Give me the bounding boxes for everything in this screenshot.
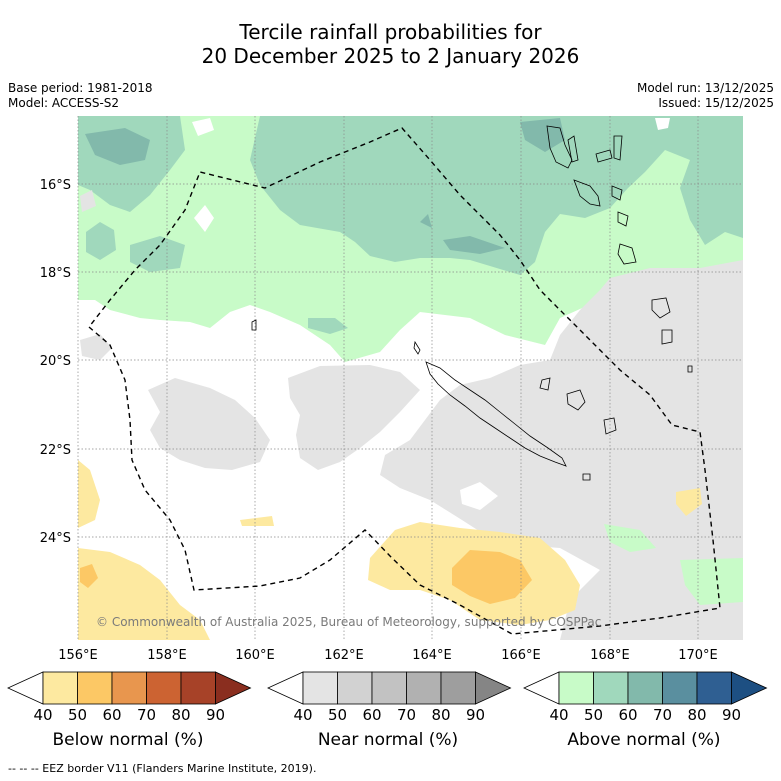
colorbar-swatch: [696, 671, 732, 705]
colorbar-tick-label: 60: [362, 706, 381, 724]
colorbar-label-near: Near normal (%): [317, 730, 459, 750]
colorbar-tick-label: 70: [653, 706, 672, 724]
colorbar-tick-label: 50: [584, 706, 603, 724]
graticule: [77, 116, 743, 640]
lon-label: 166°E: [501, 648, 541, 663]
coastlines: [251, 125, 693, 481]
loyalty-islands-coast: [566, 389, 586, 411]
colorbar-swatch: [77, 671, 113, 705]
lon-label: 162°E: [324, 648, 364, 663]
title-line-2: 20 December 2025 to 2 January 2026: [201, 44, 580, 68]
lon-label: 170°E: [678, 648, 718, 663]
lat-label: 20°S: [40, 354, 71, 369]
colorbar-swatch: [371, 671, 407, 705]
lat-label: 16°S: [40, 178, 71, 193]
colorbar-min-extend: [7, 671, 44, 705]
colorbar-near-normal: 40 50 60 70 80 90: [267, 671, 512, 724]
lon-label: 168°E: [590, 648, 630, 663]
colorbar-tick-label: 50: [328, 706, 347, 724]
eez-footer-note: -- -- -- EEZ border V11 (Flanders Marine…: [8, 762, 317, 775]
colorbar-tick-label: 80: [171, 706, 190, 724]
lat-label: 22°S: [40, 443, 71, 458]
lon-label: 160°E: [235, 648, 275, 663]
colorbar-swatch: [302, 671, 338, 705]
colorbar-tick-label: 70: [137, 706, 156, 724]
colorbar-swatch: [440, 671, 476, 705]
colorbar-label-below: Below normal (%): [52, 730, 204, 750]
colorbar-swatch: [593, 671, 629, 705]
colorbar-tick-label: 90: [722, 706, 741, 724]
colorbar-min-extend: [523, 671, 560, 705]
lon-label: 156°E: [58, 648, 98, 663]
colorbar-swatch: [406, 671, 442, 705]
colorbar-tick-label: 70: [397, 706, 416, 724]
copyright-notice: © Commonwealth of Australia 2025, Bureau…: [96, 615, 601, 629]
model-run: Model run: 13/12/2025: [636, 81, 774, 95]
colorbar-label-above: Above normal (%): [567, 730, 721, 750]
colorbar-swatch: [42, 671, 78, 705]
colorbar-tick-label: 90: [466, 706, 485, 724]
colorbar-min-extend: [267, 671, 304, 705]
new-caledonia-coast: [425, 361, 567, 467]
colorbar-tick-label: 50: [68, 706, 87, 724]
colorbar-tick-label: 40: [33, 706, 52, 724]
model-name: Model: ACCESS-S2: [8, 96, 120, 110]
latitude-labels: 16°S 18°S 20°S 22°S 24°S: [40, 178, 71, 546]
colorbar-tick-label: 60: [618, 706, 637, 724]
colorbar-swatch: [111, 671, 147, 705]
longitude-labels: 156°E 158°E 160°E 162°E 164°E 166°E 168°…: [58, 648, 718, 663]
lon-label: 164°E: [412, 648, 452, 663]
colorbar-swatch: [558, 671, 594, 705]
colorbar-swatch: [627, 671, 663, 705]
issued-date: Issued: 15/12/2025: [658, 96, 774, 110]
lat-label: 24°S: [40, 531, 71, 546]
colorbar-swatch: [662, 671, 698, 705]
eez-border: [88, 127, 721, 635]
colorbar-max-extend: [215, 671, 252, 705]
colorbar-swatch: [337, 671, 373, 705]
colorbar-below-normal: 40 50 60 70 80 90: [7, 671, 252, 724]
title-line-1: Tercile rainfall probabilities for: [239, 20, 542, 44]
colorbar-swatch: [180, 671, 216, 705]
colorbar-tick-label: 80: [431, 706, 450, 724]
colorbar-tick-label: 90: [206, 706, 225, 724]
vanuatu-coast: [546, 125, 573, 169]
colorbar-tick-label: 60: [102, 706, 121, 724]
colorbar-tick-label: 80: [687, 706, 706, 724]
colorbar-tick-label: 40: [549, 706, 568, 724]
colorbar-tick-label: 40: [293, 706, 312, 724]
colorbar-max-extend: [731, 671, 768, 705]
colorbar-above-normal: 40 50 60 70 80 90: [523, 671, 768, 724]
lon-label: 158°E: [147, 648, 187, 663]
probability-shading: [78, 116, 743, 640]
lat-label: 18°S: [40, 266, 71, 281]
colorbar-swatch: [146, 671, 182, 705]
colorbar-max-extend: [475, 671, 512, 705]
base-period: Base period: 1981-2018: [8, 81, 153, 95]
